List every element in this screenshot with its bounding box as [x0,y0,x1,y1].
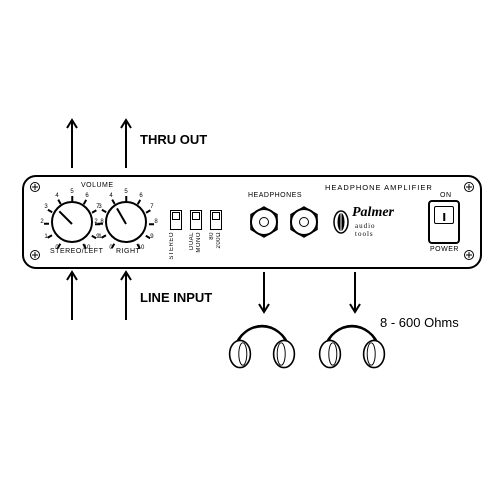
switch-label: 80 [209,232,215,240]
panel-screw [30,182,40,192]
headphones-icon [222,300,302,380]
switch-label: MONO [196,232,202,253]
mode-switch[interactable] [210,210,222,230]
power-on-label: ON [440,192,452,199]
flow-arrow-icon [64,264,80,328]
knob-label: STEREO/LEFT [50,248,103,255]
knob-label: RIGHT [116,248,140,255]
switch-label: STEREO [169,232,175,260]
volume-title: VOLUME [81,182,114,189]
line-input-label: LINE INPUT [140,290,212,305]
volume-knob[interactable]: 012345678910 [51,201,93,243]
flow-arrow-icon [118,112,134,176]
volume-knob[interactable]: 012345678910 [105,201,147,243]
flow-arrow-icon [118,264,134,328]
headphones-icon [312,300,392,380]
brand-subtitle: audio tools [355,222,376,238]
power-label: POWER [430,246,459,253]
diagram-stage: HEADPHONE AMPLIFIER Palmer audio tools O… [0,0,500,500]
panel-screw [30,250,40,260]
headphones-title: HEADPHONES [248,192,302,199]
panel-screw [464,250,474,260]
brand-name: Palmer [352,205,394,221]
mode-switch[interactable] [190,210,202,230]
panel-title: HEADPHONE AMPLIFIER [325,183,433,192]
power-switch[interactable] [428,200,460,244]
panel-screw [464,182,474,192]
headphone-jack[interactable] [290,208,318,236]
switch-label: 200Ω [216,232,222,249]
mode-switch[interactable] [170,210,182,230]
switch-label: DUAL [189,232,195,250]
flow-arrow-icon [64,112,80,176]
brand-logo-icon [332,210,350,234]
thru-out-label: THRU OUT [140,132,207,147]
headphone-jack[interactable] [250,208,278,236]
